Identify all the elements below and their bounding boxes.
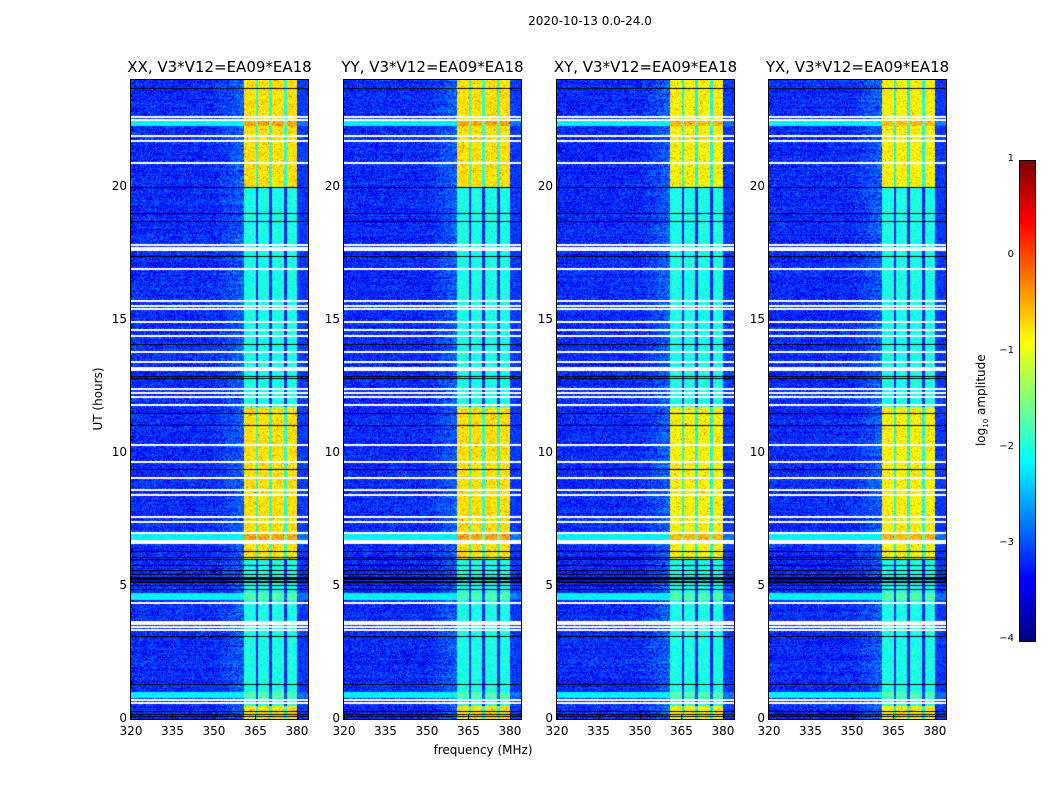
y-tick-label: 0 <box>332 711 340 725</box>
panel-title: XY, V3*V12=EA09*EA18 <box>553 58 738 76</box>
x-tick-label: 320 <box>757 724 781 738</box>
x-tick-mark <box>639 715 641 719</box>
colorbar-label-sub: 10 <box>982 418 991 428</box>
x-tick-mark <box>131 715 132 719</box>
colorbar-tick-label: 1 <box>1007 153 1014 164</box>
x-tick-label: 365 <box>457 724 480 738</box>
x-tick-label: 335 <box>161 724 184 738</box>
x-tick-label: 365 <box>882 724 905 738</box>
y-tick-label: 10 <box>537 444 553 459</box>
x-tick-mark <box>213 715 215 719</box>
x-tick-mark <box>344 715 345 719</box>
x-tick-label: 380 <box>285 724 309 738</box>
colorbar <box>1019 160 1036 642</box>
panel-title: YY, V3*V12=EA09*EA18 <box>341 58 524 76</box>
colorbar-tick-label: −4 <box>999 633 1014 644</box>
x-tick-mark <box>296 715 298 719</box>
x-tick-label: 320 <box>545 724 569 738</box>
x-tick-label: 350 <box>415 724 439 738</box>
spectrogram-yx <box>768 79 947 720</box>
y-tick-label: 10 <box>324 444 340 459</box>
x-tick-mark <box>557 715 558 719</box>
x-axis-label: frequency (MHz) <box>433 743 533 757</box>
colorbar-tick-label: 0 <box>1007 249 1014 260</box>
colorbar-tick-label: −1 <box>999 345 1014 356</box>
x-tick-mark <box>385 715 387 719</box>
figure-title: 2020-10-13 0.0-24.0 <box>528 14 652 28</box>
x-tick-label: 380 <box>711 724 735 738</box>
y-tick-label: 15 <box>749 311 765 326</box>
x-tick-mark <box>810 715 812 719</box>
colorbar-tick-label: −2 <box>999 441 1014 452</box>
y-tick-label: 15 <box>111 311 127 326</box>
x-tick-label: 320 <box>119 724 143 738</box>
x-tick-mark <box>172 715 174 719</box>
x-tick-mark <box>509 715 511 719</box>
x-tick-label: 365 <box>670 724 693 738</box>
x-tick-mark <box>769 715 770 719</box>
spectrogram-xx <box>130 79 309 720</box>
y-tick-label: 0 <box>757 711 765 725</box>
spectrogram-xy <box>556 79 735 720</box>
y-tick-label: 20 <box>111 178 127 193</box>
y-tick-label: 20 <box>537 178 553 193</box>
x-tick-label: 365 <box>244 724 267 738</box>
x-tick-label: 335 <box>587 724 610 738</box>
colorbar-label-rest: amplitude <box>973 354 988 419</box>
y-tick-label: 20 <box>324 178 340 193</box>
y-tick-label: 0 <box>545 711 553 725</box>
x-tick-label: 335 <box>374 724 397 738</box>
y-tick-label: 15 <box>537 311 553 326</box>
colorbar-tick-label: −3 <box>999 537 1014 548</box>
x-tick-label: 350 <box>628 724 652 738</box>
y-tick-label: 20 <box>749 178 765 193</box>
y-tick-label: 5 <box>545 577 553 592</box>
x-tick-mark <box>893 715 895 719</box>
x-tick-mark <box>598 715 600 719</box>
y-tick-label: 5 <box>757 577 765 592</box>
spectrogram-yy <box>343 79 522 720</box>
x-tick-label: 335 <box>799 724 822 738</box>
x-tick-mark <box>255 715 257 719</box>
x-tick-mark <box>934 715 936 719</box>
x-tick-mark <box>851 715 853 719</box>
x-tick-label: 320 <box>332 724 356 738</box>
x-tick-label: 380 <box>498 724 522 738</box>
x-tick-mark <box>426 715 428 719</box>
x-tick-mark <box>722 715 724 719</box>
x-tick-label: 350 <box>202 724 226 738</box>
x-tick-mark <box>681 715 683 719</box>
x-tick-mark <box>468 715 470 719</box>
panel-title: XX, V3*V12=EA09*EA18 <box>127 58 312 76</box>
y-tick-label: 10 <box>111 444 127 459</box>
x-tick-label: 350 <box>840 724 864 738</box>
y-tick-label: 5 <box>332 577 340 592</box>
panel-title: YX, V3*V12=EA09*EA18 <box>765 58 950 76</box>
y-tick-label: 5 <box>119 577 127 592</box>
y-tick-label: 0 <box>119 711 127 725</box>
y-tick-label: 10 <box>749 444 765 459</box>
y-axis-label: UT (hours) <box>91 367 105 431</box>
x-tick-label: 380 <box>923 724 947 738</box>
y-tick-label: 15 <box>324 311 340 326</box>
